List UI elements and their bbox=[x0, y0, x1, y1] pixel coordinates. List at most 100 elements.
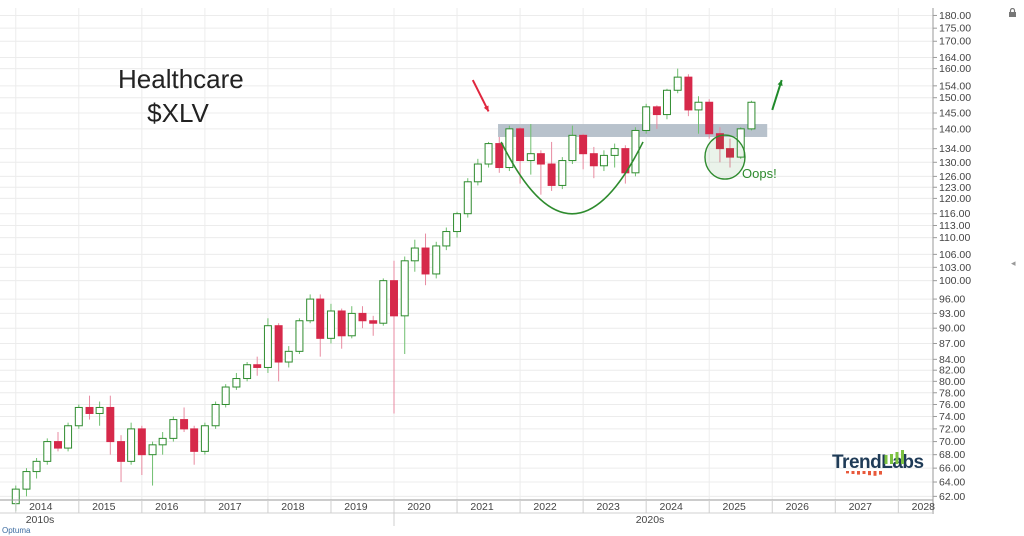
x-tick-label: 2019 bbox=[344, 501, 368, 513]
arrow-head bbox=[483, 105, 489, 112]
decade-label: 2020s bbox=[636, 514, 665, 526]
brand-bar bbox=[868, 471, 871, 476]
candle-up bbox=[400, 260, 409, 317]
candle-up bbox=[221, 386, 230, 405]
footer-brand: Optuma bbox=[2, 526, 31, 535]
y-tick-label: 175.00 bbox=[939, 23, 971, 35]
candle-down bbox=[253, 364, 262, 368]
candle-down bbox=[316, 298, 325, 339]
candle-up bbox=[442, 231, 451, 247]
brand-bar bbox=[851, 471, 855, 474]
brand-name-part1: Trend bbox=[832, 452, 882, 473]
y-tick-label: 154.00 bbox=[939, 80, 971, 92]
decade-label: 2010s bbox=[26, 514, 55, 526]
x-tick-label: 2015 bbox=[92, 501, 116, 513]
candle-up bbox=[379, 280, 388, 324]
candle-up bbox=[526, 153, 535, 162]
candle-down bbox=[684, 76, 693, 111]
candle-up bbox=[673, 76, 682, 91]
candle-down bbox=[117, 441, 126, 462]
collapse-panel-icon[interactable]: ◂ bbox=[1011, 258, 1016, 268]
oops-label: Oops! bbox=[742, 166, 777, 181]
y-tick-label: 130.00 bbox=[939, 157, 971, 169]
y-tick-label: 96.00 bbox=[939, 294, 965, 306]
y-tick-label: 103.00 bbox=[939, 262, 971, 274]
red-down-arrow bbox=[471, 79, 490, 112]
brand-bar bbox=[879, 471, 882, 475]
brand-bars-icon bbox=[846, 450, 904, 476]
candle-down bbox=[369, 320, 378, 324]
candle-down bbox=[579, 134, 588, 155]
candle-up bbox=[32, 460, 41, 473]
y-tick-label: 113.00 bbox=[939, 220, 970, 232]
candle-down bbox=[390, 280, 398, 317]
y-tick-label: 62.00 bbox=[939, 491, 965, 503]
candle-up bbox=[484, 143, 493, 165]
candle-down bbox=[715, 133, 724, 150]
x-tick-label: 2014 bbox=[29, 501, 53, 513]
y-tick-label: 164.00 bbox=[939, 52, 971, 64]
y-tick-label: 68.00 bbox=[939, 449, 965, 461]
candle-down bbox=[421, 247, 430, 275]
y-tick-label: 160.00 bbox=[939, 63, 971, 75]
candle-down bbox=[705, 101, 714, 135]
candle-up bbox=[410, 247, 419, 262]
candle-down bbox=[180, 419, 189, 430]
candle-up bbox=[64, 425, 73, 449]
y-tick-label: 84.00 bbox=[939, 354, 965, 366]
y-tick-label: 87.00 bbox=[939, 338, 965, 350]
y-tick-label: 64.00 bbox=[939, 477, 965, 489]
candle-up bbox=[432, 245, 441, 275]
green-up-arrow bbox=[771, 79, 783, 111]
candle-up bbox=[347, 312, 356, 337]
brand-bar bbox=[884, 455, 888, 464]
candle-up bbox=[243, 364, 252, 380]
x-tick-label: 2023 bbox=[596, 501, 620, 513]
y-tick-label: 126.00 bbox=[939, 171, 971, 183]
candle-down bbox=[54, 441, 62, 449]
y-tick-label: 70.00 bbox=[939, 436, 965, 448]
lock-icon[interactable] bbox=[1008, 8, 1017, 17]
arrow-head bbox=[777, 80, 783, 86]
y-axis: 62.00 64.00 66.00 68.0070.0072.0074.0076.00… bbox=[932, 8, 971, 514]
x-tick-label: 2027 bbox=[849, 501, 873, 513]
candle-up bbox=[74, 406, 83, 427]
brand-bar bbox=[873, 471, 877, 476]
y-tick-label: 134.00 bbox=[939, 143, 971, 155]
x-tick-label: 2024 bbox=[659, 501, 683, 513]
candle-up bbox=[284, 350, 293, 363]
y-tick-label: 170.00 bbox=[939, 36, 971, 48]
chart-title-line1: Healthcare bbox=[118, 64, 244, 94]
brand-bar bbox=[857, 471, 860, 475]
candle-down bbox=[137, 428, 146, 456]
arrow-shaft bbox=[471, 79, 490, 112]
y-tick-label: 72.00 bbox=[939, 423, 965, 435]
candle-up bbox=[463, 181, 472, 215]
x-tick-label: 2020 bbox=[407, 501, 431, 513]
candle-up bbox=[232, 378, 241, 388]
y-tick-label: 76.00 bbox=[939, 399, 965, 411]
y-tick-label: 106.00 bbox=[939, 249, 971, 261]
candle-down bbox=[337, 310, 346, 337]
x-tick-label: 2021 bbox=[470, 501, 494, 513]
y-tick-label: 123.00 bbox=[939, 182, 971, 194]
candle-down bbox=[106, 406, 115, 443]
candle-up bbox=[747, 101, 756, 130]
candle-up bbox=[505, 128, 514, 169]
x-tick-label: 2025 bbox=[723, 501, 747, 513]
candle-down bbox=[190, 428, 199, 452]
brand-bar bbox=[895, 452, 899, 464]
candle-down bbox=[495, 143, 504, 169]
y-tick-label: 150.00 bbox=[939, 92, 971, 104]
candle-up bbox=[694, 101, 703, 111]
candles bbox=[11, 68, 756, 512]
y-tick-label: 140.00 bbox=[939, 123, 971, 135]
candle-up bbox=[306, 298, 315, 322]
x-tick-label: 2018 bbox=[281, 501, 305, 513]
candle-up bbox=[22, 471, 31, 490]
candle-up bbox=[263, 325, 272, 368]
x-tick-label: 2022 bbox=[533, 501, 557, 513]
candle-up bbox=[200, 425, 209, 452]
